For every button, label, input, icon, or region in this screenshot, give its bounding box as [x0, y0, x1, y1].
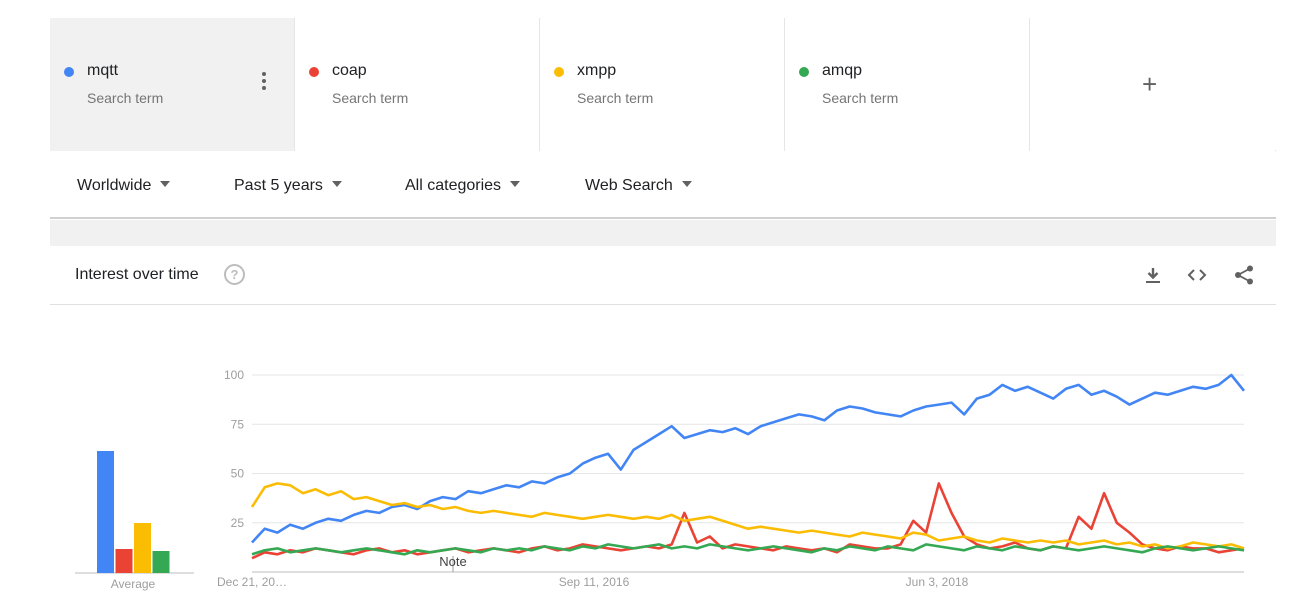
term-name: mqtt — [87, 62, 119, 79]
search-terms-bar: mqtt Search term coap Search term xmpp S… — [50, 18, 1276, 151]
region-dropdown[interactable]: Worldwide — [77, 177, 171, 195]
term-card-amqp[interactable]: amqp Search term — [785, 18, 1030, 151]
term-color-dot-icon — [309, 67, 319, 77]
term-name: coap — [332, 62, 367, 79]
term-color-dot-icon — [64, 67, 74, 77]
filters-bar: Worldwide Past 5 years All categories We… — [50, 151, 1276, 219]
series-line-coap[interactable] — [251, 482, 1245, 560]
more-options-icon[interactable] — [258, 72, 270, 92]
note-annotation[interactable]: Note — [439, 554, 466, 569]
y-tick-label: 50 — [231, 467, 245, 481]
category-dropdown[interactable]: All categories — [405, 177, 521, 195]
panel-title: Interest over time — [75, 266, 199, 283]
category-label: All categories — [405, 177, 502, 194]
help-icon[interactable]: ? — [224, 264, 245, 285]
y-tick-label: 75 — [231, 417, 245, 431]
y-tick-label: 100 — [224, 368, 244, 382]
series-line-xmpp[interactable] — [250, 482, 1245, 550]
average-bar-coap[interactable] — [115, 549, 133, 573]
term-name: xmpp — [577, 62, 617, 79]
search-property-dropdown[interactable]: Web Search — [585, 177, 692, 195]
series-line-mqtt[interactable] — [251, 373, 1246, 544]
series-line-amqp[interactable] — [251, 543, 1245, 556]
term-subtitle: Search term — [577, 90, 654, 106]
term-card-mqtt[interactable]: mqtt Search term — [50, 18, 295, 151]
caret-down-icon — [331, 181, 342, 187]
section-divider — [50, 220, 1276, 246]
term-color-dot-icon — [799, 67, 809, 77]
caret-down-icon — [681, 181, 692, 187]
time-range-label: Past 5 years — [234, 177, 323, 194]
x-tick-label: Sep 11, 2016 — [559, 575, 630, 589]
y-tick-label: 25 — [231, 516, 245, 530]
term-card-coap[interactable]: coap Search term — [295, 18, 540, 151]
term-subtitle: Search term — [822, 90, 899, 106]
x-tick-label: Jun 3, 2018 — [906, 575, 969, 589]
average-bar-amqp[interactable] — [152, 551, 170, 573]
share-icon[interactable] — [1233, 264, 1255, 286]
add-comparison-button[interactable]: + — [1030, 18, 1275, 151]
average-bar-xmpp[interactable] — [134, 523, 151, 573]
caret-down-icon — [160, 181, 171, 187]
search-property-label: Web Search — [585, 177, 673, 194]
download-icon[interactable] — [1142, 264, 1164, 286]
term-card-xmpp[interactable]: xmpp Search term — [540, 18, 785, 151]
average-label: Average — [111, 577, 156, 591]
term-color-dot-icon — [554, 67, 564, 77]
embed-icon[interactable] — [1186, 264, 1208, 286]
term-subtitle: Search term — [332, 90, 409, 106]
time-range-dropdown[interactable]: Past 5 years — [234, 177, 342, 195]
region-label: Worldwide — [77, 177, 152, 194]
x-tick-label: Dec 21, 20… — [217, 575, 287, 589]
term-name: amqp — [822, 62, 863, 79]
interest-over-time-header: Interest over time ? — [50, 246, 1276, 305]
term-subtitle: Search term — [87, 90, 164, 106]
caret-down-icon — [510, 181, 521, 187]
average-bar-mqtt[interactable] — [97, 451, 114, 573]
